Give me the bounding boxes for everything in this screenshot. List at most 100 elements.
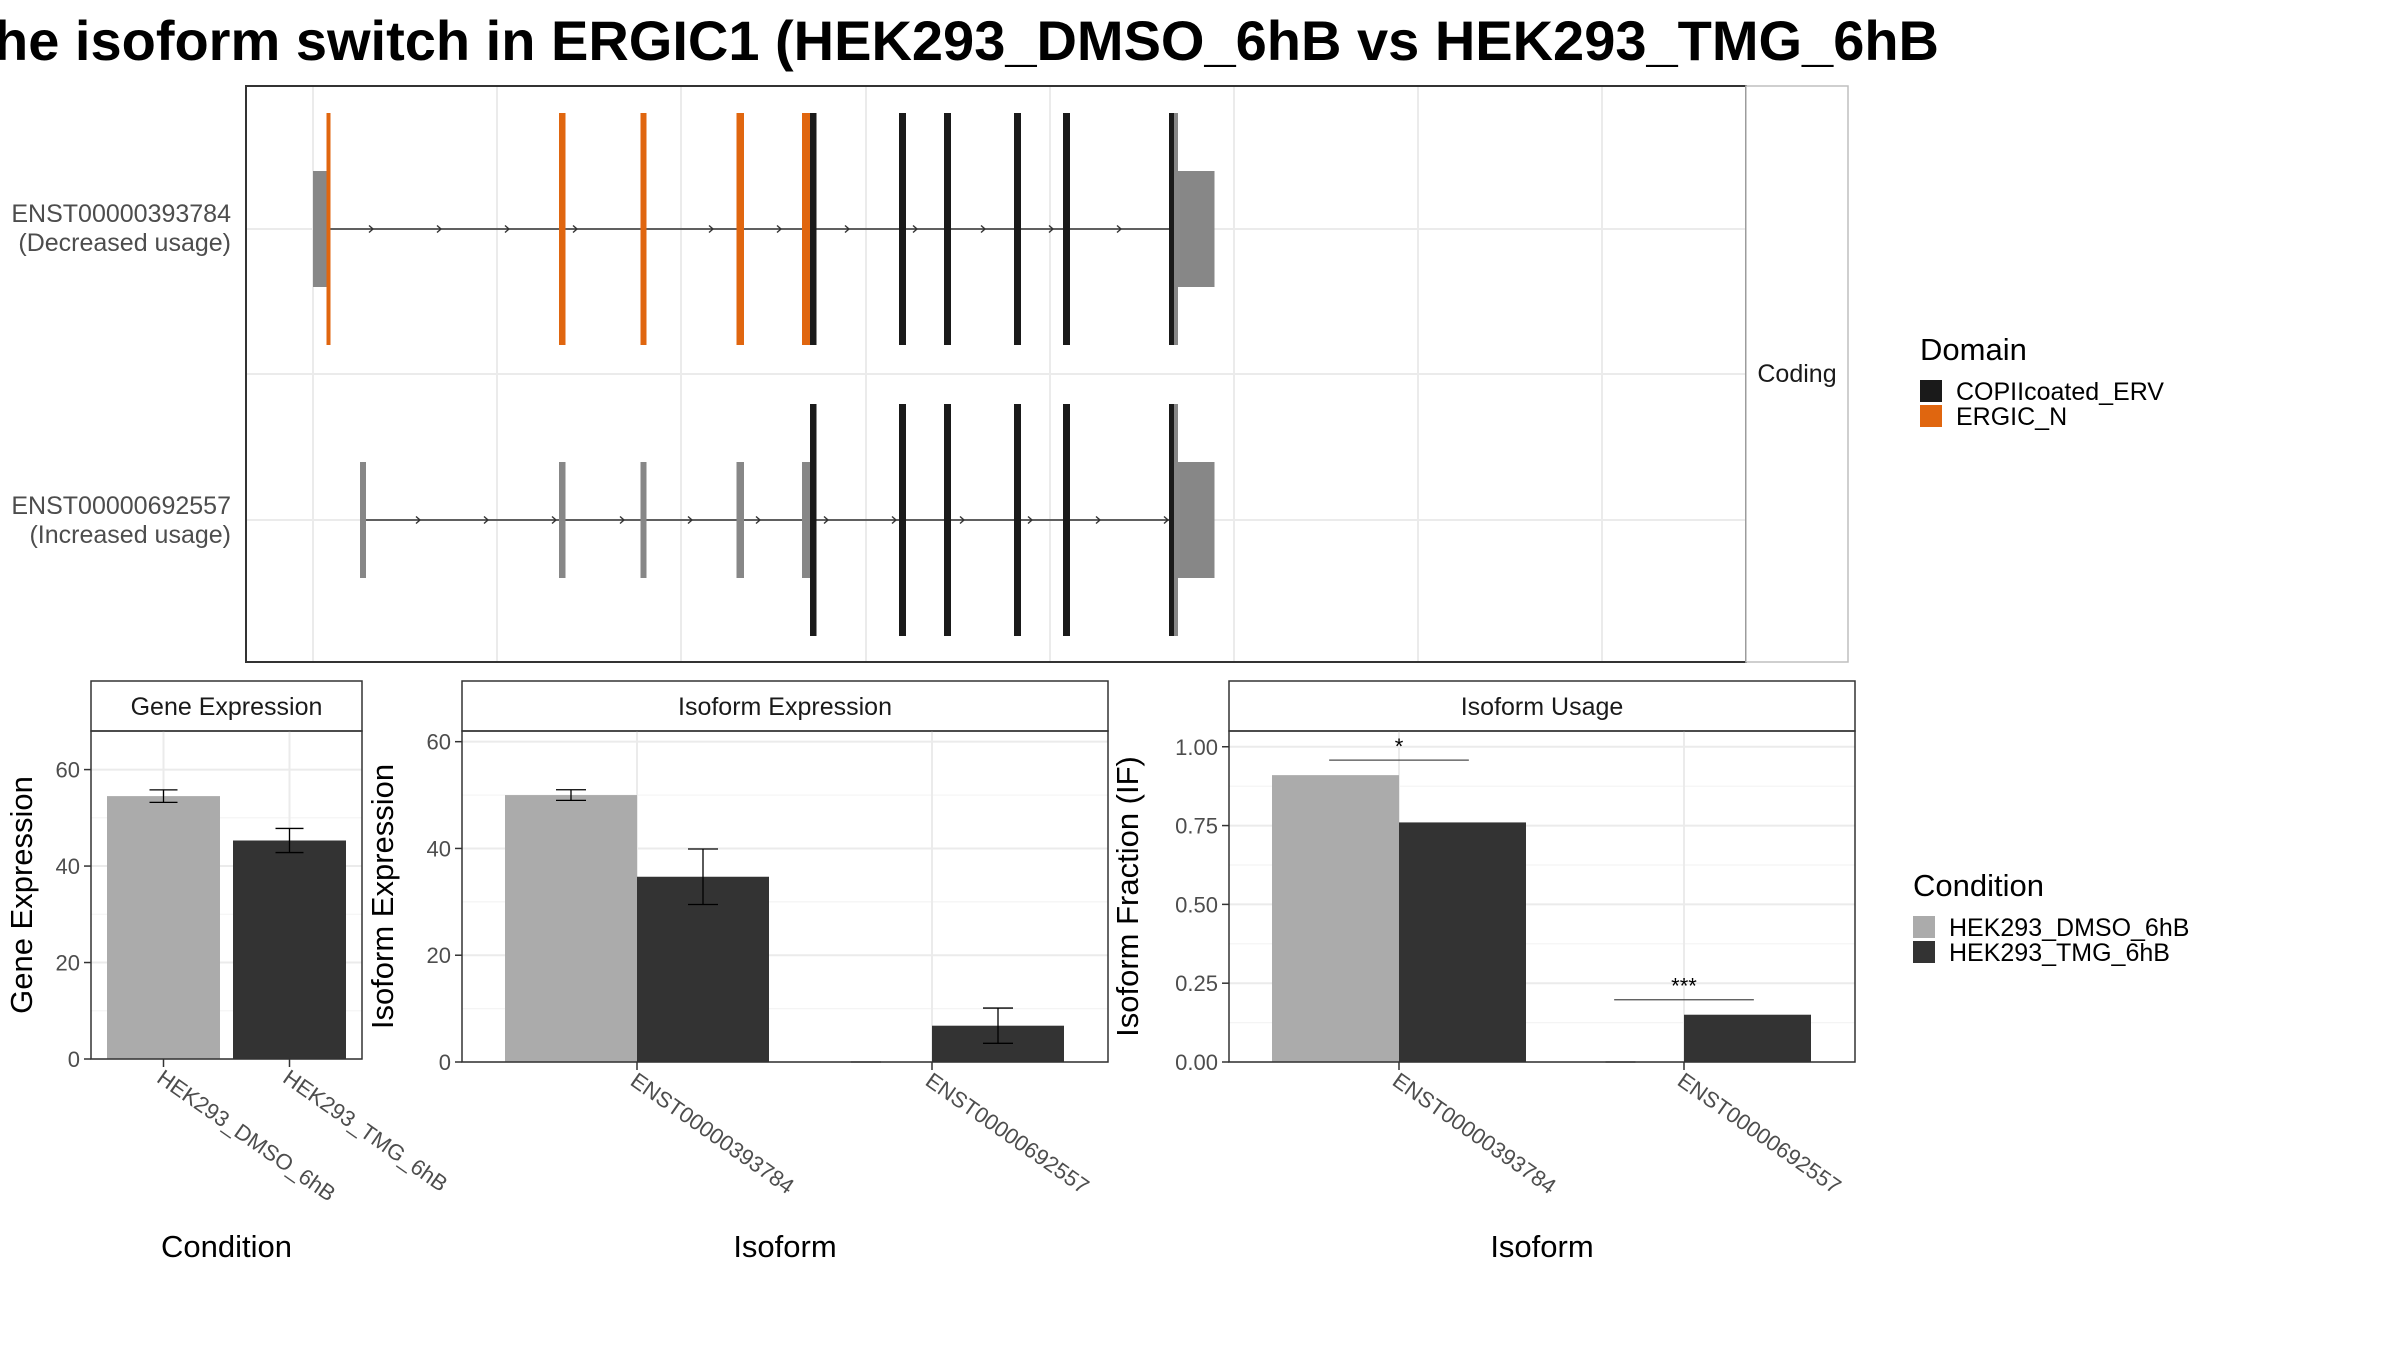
intron-arrow <box>891 515 898 525</box>
facet-strip <box>90 680 363 732</box>
isoform-expression-panel: Isoform Expression 0 20 40 60 ENST00000393784… <box>365 680 1109 1264</box>
x-tick-label: ENST00000692557 <box>1673 1068 1846 1199</box>
utr-segment <box>1178 171 1215 287</box>
intron-arrow <box>436 224 443 234</box>
intron-arrow <box>755 515 762 525</box>
copii-domain-exon <box>1169 113 1174 345</box>
utr-segment <box>559 462 566 578</box>
legend-swatch-dmso <box>1913 916 1935 938</box>
bar-dmso <box>107 796 220 1059</box>
gene-structure-tracks <box>313 113 1215 636</box>
ergic-n-domain-exon <box>802 113 810 345</box>
track-label-2: ENST00000692557 <box>11 492 231 520</box>
copii-domain-exon <box>1063 404 1070 636</box>
x-tick-label: ENST00000393784 <box>1388 1068 1561 1199</box>
legend-label-ergic: ERGIC_N <box>1956 403 2067 431</box>
intron-arrow <box>572 224 579 234</box>
legend-label-tmg: HEK293_TMG_6hB <box>1949 939 2170 967</box>
copii-domain-exon <box>1014 404 1021 636</box>
bar-tmg <box>637 876 769 1062</box>
gene-structure-panel: Coding ENST00000393784 (Decreased usage)… <box>11 85 1849 663</box>
y-axis-title: Isoform Expression <box>365 764 400 1029</box>
intron-arrow <box>844 224 851 234</box>
y-tick-label: 60 <box>56 758 80 783</box>
intron-arrow <box>1027 515 1034 525</box>
facet-label: Isoform Usage <box>1461 693 1624 721</box>
track-sublabel-1: (Decreased usage) <box>18 229 231 257</box>
facet-strip <box>1228 680 1856 732</box>
y-tick-label: 0 <box>439 1050 451 1075</box>
facet-label: Isoform Expression <box>678 693 892 721</box>
legend-swatch-tmg <box>1913 941 1935 963</box>
significance-label: *** <box>1671 974 1697 999</box>
x-axis-title: Isoform <box>1490 1229 1593 1264</box>
bar-tmg <box>1684 1014 1811 1062</box>
copii-domain-exon <box>899 113 906 345</box>
utr-segment <box>1174 113 1178 345</box>
utr-segment <box>736 462 744 578</box>
copii-domain-exon <box>810 113 817 345</box>
copii-domain-exon <box>899 404 906 636</box>
x-axis-title: Condition <box>161 1229 292 1264</box>
bar-tmg <box>1399 822 1526 1062</box>
bar-dmso <box>1272 775 1399 1062</box>
legend-label-copii: COPIIcoated_ERV <box>1956 378 2164 406</box>
utr-segment <box>1178 462 1215 578</box>
copii-domain-exon <box>944 404 951 636</box>
ergic-n-domain-exon <box>640 113 647 345</box>
y-tick-label: 20 <box>56 951 80 976</box>
intron-arrow <box>504 224 511 234</box>
intron-arrow <box>776 224 783 234</box>
plot-border <box>90 730 363 1060</box>
intron-arrow <box>483 515 490 525</box>
x-tick-label: ENST00000393784 <box>626 1068 799 1199</box>
intron-arrow <box>1116 224 1123 234</box>
facet-label: Gene Expression <box>131 693 323 721</box>
bar-tmg <box>233 840 346 1059</box>
significance-label: * <box>1395 734 1404 759</box>
y-tick-label: 40 <box>427 836 451 861</box>
intron-arrow <box>1048 224 1055 234</box>
legend-label-dmso: HEK293_DMSO_6hB <box>1949 914 2189 942</box>
intron-arrow <box>959 515 966 525</box>
utr-segment <box>802 462 810 578</box>
bar-dmso <box>505 795 637 1062</box>
utr-segment <box>640 462 647 578</box>
intron-arrow <box>368 224 375 234</box>
facet-strip <box>461 680 1109 732</box>
chart-title: he isoform switch in ERGIC1 (HEK293_DMSO… <box>0 9 1939 72</box>
y-axis-title: Isoform Fraction (IF) <box>1110 756 1145 1037</box>
intron-arrow <box>823 515 830 525</box>
condition-legend-title: Condition <box>1913 868 2044 903</box>
copii-domain-exon <box>1169 404 1174 636</box>
intron-arrow <box>708 224 715 234</box>
x-tick-label: ENST00000692557 <box>921 1068 1094 1199</box>
x-axis-title: Isoform <box>733 1229 836 1264</box>
y-tick-label: 0.00 <box>1175 1050 1218 1075</box>
y-tick-label: 40 <box>56 854 80 879</box>
copii-domain-exon <box>810 404 817 636</box>
ergic-n-domain-exon <box>559 113 566 345</box>
intron-arrow <box>1163 515 1170 525</box>
y-tick-label: 60 <box>427 730 451 755</box>
isoform-usage-panel: Isoform Usage 0.00 0.25 0.50 0.75 1.00 ENST000… <box>1110 680 1856 1264</box>
intron-arrow <box>912 224 919 234</box>
facet-strip-coding <box>1745 85 1849 663</box>
intron-arrow <box>980 224 987 234</box>
copii-domain-exon <box>1063 113 1070 345</box>
track-sublabel-2: (Increased usage) <box>29 521 231 549</box>
legend-swatch-copii <box>1920 380 1942 402</box>
condition-legend: Condition HEK293_DMSO_6hB HEK293_TMG_6hB <box>1913 868 2189 967</box>
legend-swatch-ergic <box>1920 405 1942 427</box>
plot-border <box>1228 730 1856 1063</box>
y-tick-label: 0 <box>68 1047 80 1072</box>
intron-arrow <box>415 515 422 525</box>
facet-label-coding: Coding <box>1757 360 1836 388</box>
intron-arrow <box>687 515 694 525</box>
y-tick-label: 0.50 <box>1175 892 1218 917</box>
y-tick-label: 0.25 <box>1175 971 1218 996</box>
ergic-n-domain-exon <box>736 113 744 345</box>
y-tick-label: 20 <box>427 943 451 968</box>
intron-arrow <box>619 515 626 525</box>
y-axis-title: Gene Expression <box>4 776 39 1014</box>
